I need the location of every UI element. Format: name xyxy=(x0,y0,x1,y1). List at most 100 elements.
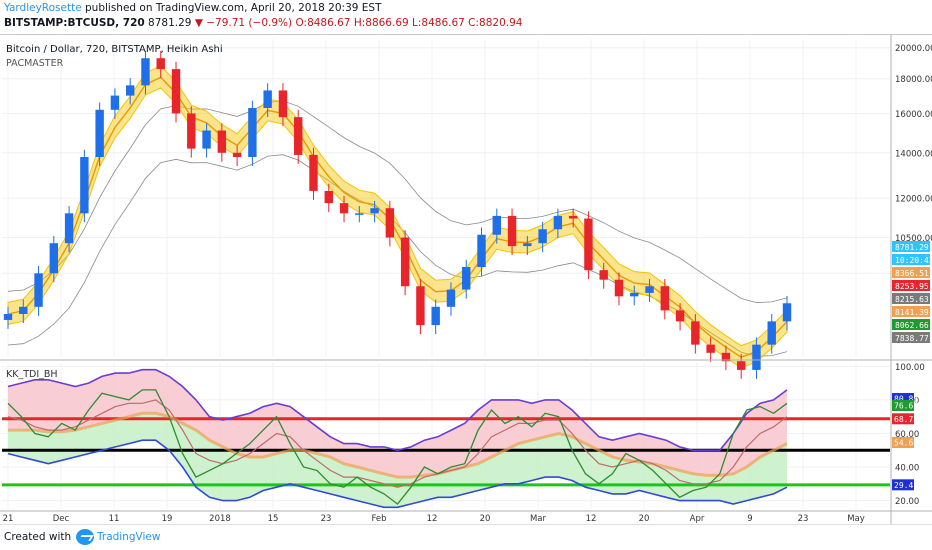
price-tag: 8253.95 xyxy=(892,280,930,291)
candle-body xyxy=(202,130,211,149)
time-tick-label: 2018 xyxy=(209,514,231,524)
osc-tag-value: 29.41 xyxy=(894,481,918,490)
price-tick-label: 20000.00 xyxy=(895,44,932,54)
candle-body xyxy=(355,213,364,215)
price-tag-bg xyxy=(892,267,930,278)
candle-body xyxy=(95,109,104,158)
ohlc-values: O:8486.67 H:8866.69 L:8486.67 C:8820.94 xyxy=(295,17,523,29)
down-arrow-icon: ▼ xyxy=(194,17,203,29)
osc-tag: 80.83 xyxy=(892,393,918,405)
osc-tick-label: 100.00 xyxy=(895,363,925,373)
price-tag-value: 10:20:43 xyxy=(895,256,932,265)
price-tick-label: 14000.00 xyxy=(895,149,932,159)
osc-tag-value: 76.67 xyxy=(894,402,918,411)
time-tick-label: 20 xyxy=(480,514,491,524)
main-grid xyxy=(2,39,890,357)
price-tag-value: 8253.95 xyxy=(895,282,929,291)
candle-body xyxy=(599,270,608,280)
candle-body xyxy=(675,310,685,322)
tradingview-brand-link[interactable]: TradingView xyxy=(97,531,161,543)
candle-body xyxy=(339,203,349,214)
candle-body xyxy=(507,215,517,247)
candle-body xyxy=(19,306,28,315)
axes: 20000.00 18000.00 16000.00 14000.00 12000.00… xyxy=(0,35,932,525)
price-tag-bg xyxy=(892,280,930,291)
time-tick-label: 21 xyxy=(3,514,14,524)
osc-tag: 29.41 xyxy=(892,479,918,491)
symbol-line: BITSTAMP:BTCUSD, 720 8781.29 ▼ −79.71 (−… xyxy=(4,17,522,29)
price-tag: 10:20:43 xyxy=(892,254,932,265)
candle-body xyxy=(3,314,13,320)
price-tag-bg xyxy=(892,241,930,252)
candle-body xyxy=(217,130,227,153)
upper-band-line xyxy=(7,368,788,452)
slow-ma-lower xyxy=(7,154,788,357)
osc-tag-bg xyxy=(892,413,914,425)
candle-body xyxy=(370,208,379,214)
candle-body xyxy=(736,361,746,370)
tradingview-logo-icon[interactable] xyxy=(76,529,94,545)
chart-svg[interactable]: 20000.00 18000.00 16000.00 14000.00 12000.00… xyxy=(0,35,932,525)
price-tag-value: 8062.66 xyxy=(895,321,929,330)
candle-body xyxy=(34,273,43,307)
time-tick-label: Apr xyxy=(690,514,705,524)
author-link[interactable]: YardleyRosette xyxy=(4,2,82,14)
price-tag: 8366.51 xyxy=(892,267,930,278)
candle-body xyxy=(156,58,165,70)
publish-line: YardleyRosette published on TradingView.… xyxy=(4,2,382,14)
chart-area[interactable]: 20000.00 18000.00 16000.00 14000.00 12000.00… xyxy=(0,34,932,525)
symbol-label[interactable]: BITSTAMP:BTCUSD, 720 xyxy=(4,17,145,29)
candle-body xyxy=(446,289,456,307)
time-tick-label: May xyxy=(847,514,865,524)
candle-body xyxy=(462,267,471,290)
pac-band xyxy=(7,65,788,369)
last-price: 8781.29 xyxy=(148,17,192,29)
time-tick-label: 19 xyxy=(162,514,173,524)
candle-body xyxy=(645,286,654,293)
osc-tag-bg xyxy=(892,437,914,449)
candle-body xyxy=(477,234,486,268)
price-tick-label: 10500.00 xyxy=(895,234,932,244)
time-tick-label: 12 xyxy=(586,514,597,524)
candle-body xyxy=(309,154,318,191)
candle-body xyxy=(232,152,242,158)
slow-ma-upper xyxy=(7,100,788,304)
candle-body xyxy=(171,69,181,114)
price-tag-value: 8781.29 xyxy=(895,243,929,252)
price-tag-bg xyxy=(892,306,930,317)
price-tag: 8215.63 xyxy=(892,293,930,304)
price-tag: 8141.39 xyxy=(892,306,930,317)
candle-body xyxy=(431,306,440,326)
price-tag-bg xyxy=(892,293,930,304)
candle-body xyxy=(553,215,563,230)
change-value: −79.71 (−0.9%) xyxy=(206,17,293,29)
candle-body xyxy=(141,58,150,86)
candle-body xyxy=(767,321,776,345)
candle-body xyxy=(538,229,547,244)
created-with-label: Created with xyxy=(4,531,72,543)
rsi-line xyxy=(7,389,788,505)
price-tag-value: 8215.63 xyxy=(895,295,929,304)
candle-body xyxy=(660,286,670,311)
candle-body xyxy=(80,157,89,214)
candles xyxy=(3,50,792,379)
candle-body xyxy=(614,279,624,297)
candle-body xyxy=(782,303,792,322)
price-tag-bg xyxy=(892,254,930,265)
price-tick-label: 18000.00 xyxy=(895,75,932,85)
candle-body xyxy=(187,113,196,149)
time-tick-label: 11 xyxy=(109,514,120,524)
candle-body xyxy=(416,286,425,326)
candle-body xyxy=(294,117,303,155)
candle-body xyxy=(752,344,761,370)
candle-body xyxy=(125,85,135,96)
price-tag: 7838.77 xyxy=(892,332,930,343)
price-tag: 8781.29 xyxy=(892,241,930,252)
price-tag-value: 8141.39 xyxy=(895,308,929,317)
tdi-indicator xyxy=(2,368,890,509)
candle-body xyxy=(706,344,715,353)
time-tick-label: 15 xyxy=(268,514,279,524)
candle-body xyxy=(64,213,74,244)
candle-body xyxy=(263,90,272,108)
lower-band-line xyxy=(7,439,788,509)
